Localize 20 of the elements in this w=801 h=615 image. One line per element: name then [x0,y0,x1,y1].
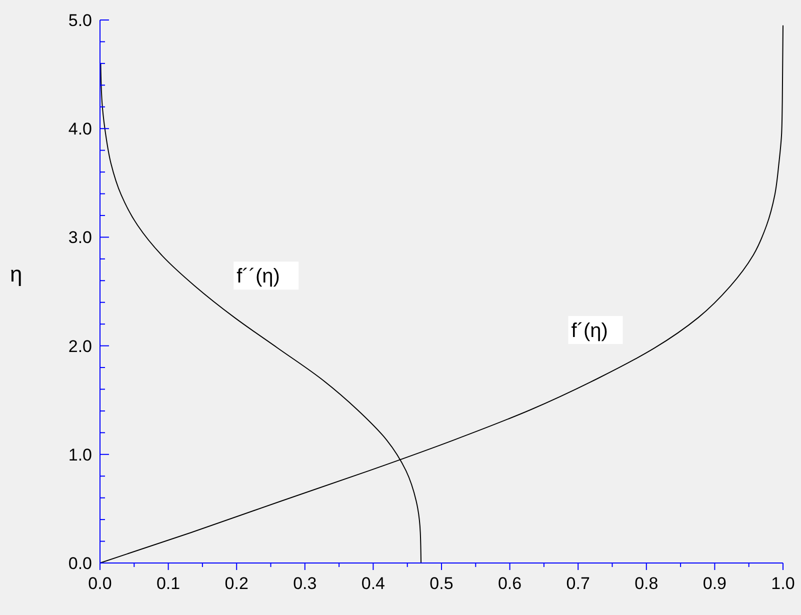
x-tick-label: 0.8 [634,574,658,593]
x-tick-label: 0.0 [88,574,112,593]
x-tick-label: 0.1 [156,574,180,593]
x-tick-label: 0.9 [702,574,727,593]
x-tick-label: 1.0 [771,574,795,593]
annotation: f´´(η) [236,266,280,288]
annotation: f´(η) [571,320,608,342]
y-tick-label: 4.0 [68,120,92,139]
y-tick-label: 1.0 [68,445,92,464]
x-tick-label: 0.6 [498,574,522,593]
y-tick-label: 5.0 [68,11,92,30]
y-tick-label: 2.0 [68,336,92,356]
x-tick-label: 0.7 [566,574,590,593]
y-axis-title: η [10,262,22,286]
y-tick-label: 3.0 [68,228,92,248]
x-tick-label: 0.2 [224,574,248,593]
x-tick-label: 0.5 [430,574,454,593]
x-tick-label: 0.3 [293,574,317,593]
y-tick-label: 0.0 [68,554,92,573]
x-tick-label: 0.4 [361,574,386,593]
